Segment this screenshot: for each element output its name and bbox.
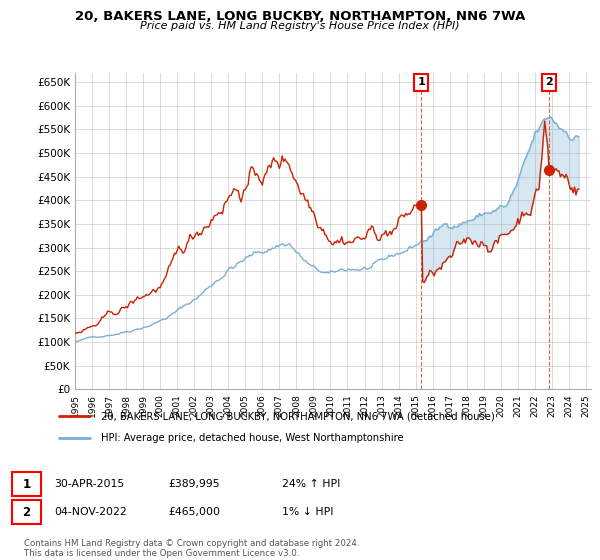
Text: 2: 2 <box>22 506 31 519</box>
Text: 1: 1 <box>418 77 425 87</box>
Text: 20, BAKERS LANE, LONG BUCKBY, NORTHAMPTON, NN6 7WA (detached house): 20, BAKERS LANE, LONG BUCKBY, NORTHAMPTO… <box>101 411 494 421</box>
Text: Price paid vs. HM Land Registry's House Price Index (HPI): Price paid vs. HM Land Registry's House … <box>140 21 460 31</box>
Text: 30-APR-2015: 30-APR-2015 <box>54 479 124 489</box>
Text: Contains HM Land Registry data © Crown copyright and database right 2024.
This d: Contains HM Land Registry data © Crown c… <box>24 539 359 558</box>
Text: £465,000: £465,000 <box>168 507 220 517</box>
Text: 1% ↓ HPI: 1% ↓ HPI <box>282 507 334 517</box>
Text: 2: 2 <box>545 77 553 87</box>
Text: £389,995: £389,995 <box>168 479 220 489</box>
Text: 20, BAKERS LANE, LONG BUCKBY, NORTHAMPTON, NN6 7WA: 20, BAKERS LANE, LONG BUCKBY, NORTHAMPTO… <box>75 10 525 23</box>
Text: HPI: Average price, detached house, West Northamptonshire: HPI: Average price, detached house, West… <box>101 433 403 443</box>
Text: 1: 1 <box>22 478 31 491</box>
Text: 04-NOV-2022: 04-NOV-2022 <box>54 507 127 517</box>
Text: 24% ↑ HPI: 24% ↑ HPI <box>282 479 340 489</box>
